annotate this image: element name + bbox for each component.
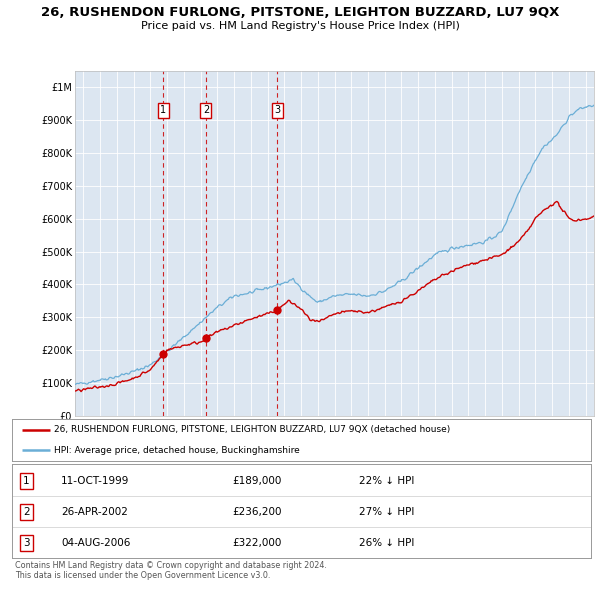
Text: 26, RUSHENDON FURLONG, PITSTONE, LEIGHTON BUZZARD, LU7 9QX: 26, RUSHENDON FURLONG, PITSTONE, LEIGHTO… [41, 6, 559, 19]
Text: 11-OCT-1999: 11-OCT-1999 [61, 476, 130, 486]
Text: 27% ↓ HPI: 27% ↓ HPI [359, 507, 415, 517]
Text: 22% ↓ HPI: 22% ↓ HPI [359, 476, 415, 486]
Text: 2: 2 [203, 105, 209, 115]
Text: 1: 1 [160, 105, 166, 115]
Text: 1: 1 [23, 476, 30, 486]
Text: 3: 3 [274, 105, 280, 115]
Text: 26, RUSHENDON FURLONG, PITSTONE, LEIGHTON BUZZARD, LU7 9QX (detached house): 26, RUSHENDON FURLONG, PITSTONE, LEIGHTO… [54, 425, 451, 434]
Text: £322,000: £322,000 [232, 537, 281, 548]
Text: HPI: Average price, detached house, Buckinghamshire: HPI: Average price, detached house, Buck… [54, 446, 300, 455]
Text: 26-APR-2002: 26-APR-2002 [61, 507, 128, 517]
Text: £236,200: £236,200 [232, 507, 281, 517]
Text: £189,000: £189,000 [232, 476, 281, 486]
Text: 26% ↓ HPI: 26% ↓ HPI [359, 537, 415, 548]
Text: Contains HM Land Registry data © Crown copyright and database right 2024.: Contains HM Land Registry data © Crown c… [15, 560, 327, 569]
Text: 04-AUG-2006: 04-AUG-2006 [61, 537, 131, 548]
Text: Price paid vs. HM Land Registry's House Price Index (HPI): Price paid vs. HM Land Registry's House … [140, 21, 460, 31]
Text: 3: 3 [23, 537, 30, 548]
Text: This data is licensed under the Open Government Licence v3.0.: This data is licensed under the Open Gov… [15, 571, 271, 580]
Text: 2: 2 [23, 507, 30, 517]
